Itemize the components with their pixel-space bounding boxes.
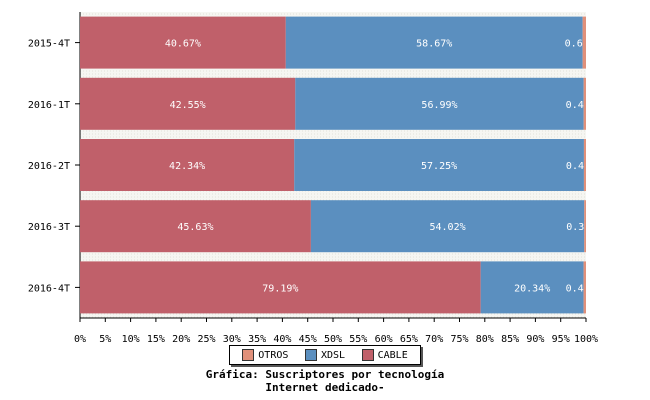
legend-swatch-cable — [361, 349, 374, 361]
data-label: 20.34% — [514, 283, 550, 294]
x-tick-label: 60% — [375, 334, 393, 345]
y-tick-label: 2016-3T — [28, 222, 70, 233]
bar-segment — [584, 200, 586, 253]
x-tick-label: 50% — [324, 334, 342, 345]
legend-swatch-otros — [242, 349, 255, 361]
x-tick-label: 85% — [501, 334, 519, 345]
x-tick-label: 90% — [526, 334, 544, 345]
data-label: 0.4 — [566, 283, 584, 294]
chart-title-line2: Internet dedicado- — [265, 381, 385, 394]
y-tick-label: 2016-2T — [28, 161, 70, 172]
x-tick-label: 55% — [349, 334, 367, 345]
data-label: 57.25% — [421, 161, 457, 172]
data-label: 79.19% — [262, 283, 298, 294]
x-tick-label: 40% — [273, 334, 291, 345]
bar-segment — [480, 261, 584, 314]
data-label: 45.63% — [177, 222, 213, 233]
legend-item-otros: OTROS — [242, 349, 288, 361]
x-tick-label: 65% — [400, 334, 418, 345]
legend-label-otros: OTROS — [258, 349, 289, 361]
bar-segment — [582, 16, 586, 69]
data-label: 0.4 — [566, 161, 584, 172]
x-tick-label: 15% — [147, 334, 165, 345]
bar-segment — [80, 16, 286, 69]
bar-segment — [583, 139, 586, 191]
x-tick-label: 35% — [248, 334, 266, 345]
x-tick-label: 70% — [425, 334, 443, 345]
y-tick-label: 2016-4T — [28, 283, 70, 294]
bar-segment — [583, 77, 586, 130]
bar-segment — [80, 261, 481, 314]
bar-segment — [80, 77, 296, 130]
legend: OTROS XDSL CABLE — [229, 345, 421, 365]
chart-title-line1: Gráfica: Suscriptores por tecnología — [205, 368, 445, 381]
x-tick-label: 95% — [552, 334, 570, 345]
data-label: 40.67% — [165, 39, 201, 50]
legend-item-xdsl: XDSL — [304, 349, 346, 361]
data-label: 0.3 — [566, 222, 584, 233]
data-label: 54.02% — [429, 222, 465, 233]
stacked-bar-chart: 0% 5% 10% 15% 20% 25% 30% 35% 40% 45% 50% 55% 60% 65%… — [28, 12, 598, 345]
data-label: 42.55% — [170, 100, 206, 111]
bar-segment — [80, 200, 311, 253]
x-tick-label: 80% — [476, 334, 494, 345]
y-tick-label: 2015-4T — [28, 39, 70, 50]
x-tick-label: 0% — [74, 334, 86, 345]
legend-swatch-xdsl — [304, 349, 317, 361]
x-tick-label: 30% — [223, 334, 241, 345]
data-label: 56.99% — [421, 100, 457, 111]
x-tick-label: 100% — [574, 334, 598, 345]
x-tick-label: 5% — [99, 334, 111, 345]
legend-label-cable: CABLE — [377, 349, 408, 361]
data-label: 42.34% — [169, 161, 205, 172]
legend-item-cable: CABLE — [361, 349, 408, 361]
x-tick-label: 45% — [299, 334, 317, 345]
x-tick-label: 75% — [450, 334, 468, 345]
data-label: 0.4 — [566, 100, 584, 111]
x-tick-label: 25% — [197, 334, 215, 345]
data-label: 0.6 — [565, 39, 583, 50]
bar-segment — [295, 77, 584, 130]
legend-label-xdsl: XDSL — [320, 349, 346, 361]
bar-segment — [80, 139, 295, 191]
bar-segment — [294, 139, 584, 191]
bar-segment — [285, 16, 583, 69]
x-tick-label: 20% — [172, 334, 190, 345]
data-label: 58.67% — [416, 39, 452, 50]
x-tick-label: 10% — [122, 334, 140, 345]
y-tick-label: 2016-1T — [28, 100, 70, 111]
bar-segment — [310, 200, 585, 253]
bar-segment — [583, 261, 586, 314]
